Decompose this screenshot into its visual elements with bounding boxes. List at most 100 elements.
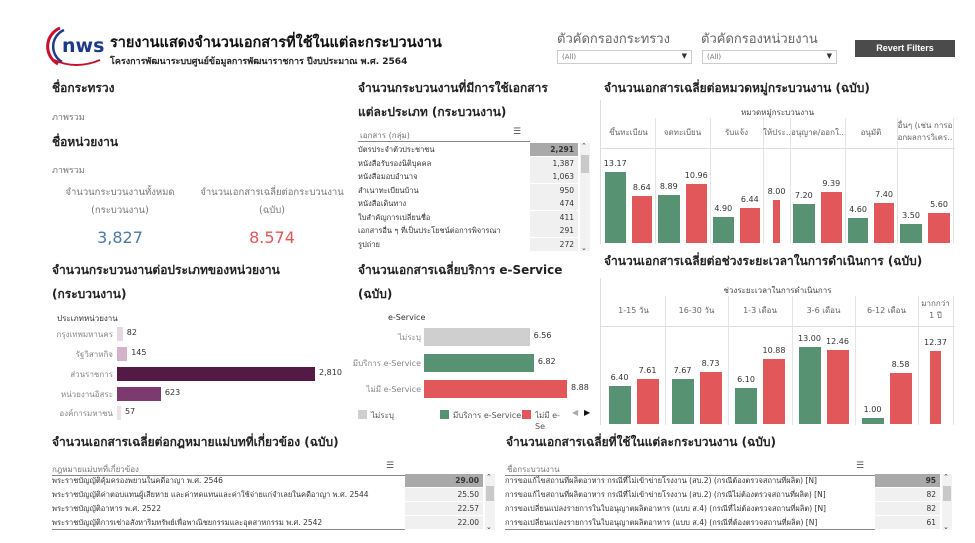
bar [820, 192, 842, 243]
ministry-filter-select[interactable]: (All) ▼ [557, 50, 692, 64]
divider [918, 296, 919, 425]
table-row-label[interactable]: รูปถ่าย [358, 239, 380, 249]
table-row-value: 474 [530, 197, 578, 210]
bar [826, 350, 849, 424]
table-row-label[interactable]: การขอแก้ไขสถานที่ผลิตอาหาร กรณีที่ไม่เข้… [505, 490, 826, 499]
table-row-value: 411 [530, 210, 578, 224]
divider [953, 296, 954, 425]
logo: nws [46, 24, 104, 68]
bar [424, 354, 534, 372]
bar [631, 196, 652, 243]
duration-chart-title: จำนวนเอกสารเฉลี่ยต่อช่วงระยะเวลาในการดำเ… [604, 254, 923, 268]
scrollbar-thumb[interactable] [581, 155, 589, 173]
table-row-label[interactable]: การขอเปลี่ยนแปลงรายการในใบอนุญาตผลิตอาหา… [505, 518, 818, 527]
table-row-label[interactable]: การขอเปลี่ยนแปลงรายการในใบอนุญาตผลิตอาหา… [505, 504, 826, 513]
scroll-down-icon[interactable]: ⌄ [486, 523, 492, 531]
divider [855, 296, 856, 425]
table-row-label[interactable]: การขอแก้ไขสถานที่ผลิตอาหาร กรณีที่ไม่เข้… [505, 476, 817, 485]
kpi-total-processes: จำนวนกระบวนงานทั้งหมด (กระบวนงาน) 3,827 [50, 184, 190, 247]
sort-icon[interactable]: ☰ [856, 461, 865, 471]
category-label: มีบริการ e-Service [352, 359, 421, 368]
bar [763, 359, 785, 424]
bar [735, 387, 757, 424]
agency-type-header: ประเภทหน่วยงาน [57, 314, 118, 323]
scrollbar-thumb[interactable] [486, 486, 494, 501]
legend-prev-icon[interactable]: ◀ [572, 408, 579, 417]
data-label: 7.40 [875, 190, 893, 200]
agency-type-chart-title-line2: (กระบวนงาน) [52, 287, 127, 301]
table-row-label[interactable]: ใบสำคัญการเปลี่ยนชื่อ [358, 212, 431, 222]
scrollbar[interactable]: ⌃ ⌄ [942, 473, 952, 531]
header-divider [505, 475, 875, 476]
bar [608, 386, 631, 424]
category-label-line: อนุมัติ [860, 128, 882, 137]
doc-table-header[interactable]: เอกสาร (กลุ่ม) [360, 131, 410, 140]
table-row-value: 272 [530, 237, 578, 251]
table-row-label[interactable]: หนังสือมอบอำนาจ [358, 172, 418, 181]
kpi-unit: (ฉบับ) [259, 205, 285, 216]
table-row-value: 950 [530, 183, 578, 197]
legend: ไม่ระบุ มีบริการ e-Service ไม่มี e-Se ◀ … [358, 408, 598, 431]
ministry-value: ภาพรวม [52, 113, 85, 123]
table-row-label[interactable]: พระราชบัญญัติอาหาร พ.ศ. 2522 [52, 504, 161, 513]
header-divider [358, 141, 530, 142]
chart-header: หมวดหมู่กระบวนงาน [740, 108, 815, 117]
scrollbar[interactable]: ⌃ ⌄ [485, 473, 495, 531]
data-label: 4.90 [714, 203, 733, 213]
category-label-line: อื่นๆ (เช่น การอ [897, 121, 953, 130]
scroll-down-icon[interactable]: ⌄ [581, 244, 587, 252]
sort-icon[interactable]: ☰ [513, 127, 522, 137]
category-label: 1-3 เดือน [728, 305, 792, 317]
doc-table-title-line2: แต่ละประเภท (กระบวนงาน) [358, 105, 507, 119]
legend-next-icon[interactable]: ▶ [584, 408, 591, 417]
divider [655, 118, 656, 244]
table-row-label[interactable]: พระราชบัญญัติคุ้มครองพยานในคดีอาญา พ.ศ. … [52, 476, 223, 485]
bar [848, 218, 868, 243]
table-row-label[interactable]: พระราชบัญญัติการเช่าอสังหาริมทรัพย์เพื่อ… [52, 518, 323, 527]
data-label: 8.88 [571, 383, 589, 392]
bar [424, 328, 530, 346]
data-label: 8.58 [891, 360, 910, 370]
scrollbar[interactable]: ⌃ ⌄ [580, 142, 590, 252]
bar [117, 406, 122, 420]
table-row-label[interactable]: เอกสารอื่น ๆ ที่เป็นประโยชน์ต่อการพิจารณ… [358, 226, 501, 235]
bar [874, 203, 894, 243]
bar [889, 373, 912, 424]
law-table-header[interactable]: กฎหมายแม่บทที่เกี่ยวข้อง [52, 465, 139, 474]
bar [699, 372, 722, 424]
scroll-up-icon[interactable]: ⌃ [581, 142, 587, 150]
table-row-value: 1,387 [530, 156, 578, 170]
table-row-label[interactable]: พระราชบัญญัติค่าตอบแทนผู้เสียหาย และค่าท… [52, 490, 369, 499]
category-label-line: 1-15 วัน [618, 306, 649, 315]
table-row-label[interactable]: สำเนาทะเบียนบ้าน [358, 185, 419, 195]
category-label-line: 1-3 เดือน [743, 306, 777, 315]
revert-filters-button[interactable]: Revert Filters [855, 40, 955, 57]
header-divider [52, 475, 405, 476]
divider [792, 296, 793, 425]
scroll-down-icon[interactable]: ⌄ [943, 523, 949, 531]
category-label-line: 6-12 เดือน [867, 306, 906, 315]
table-row-label[interactable]: หนังสือรับรองนิติบุคคล [358, 158, 432, 168]
table-row-value: 291 [530, 224, 578, 237]
scroll-up-icon[interactable]: ⌃ [486, 473, 492, 481]
bar [424, 380, 567, 398]
legend-label: ไม่มี e-Se [535, 411, 560, 431]
bar [900, 224, 922, 243]
scrollbar-thumb[interactable] [943, 486, 951, 501]
bar [117, 367, 315, 381]
process-table-header[interactable]: ชื่อกระบวนงาน [507, 465, 560, 474]
table-row-label[interactable]: บัตรประจำตัวประชาชน [358, 145, 435, 154]
data-label: 57 [125, 407, 136, 416]
category-label: จดทะเบียน [655, 127, 710, 139]
table-row-value: 29.00 [405, 474, 483, 487]
sort-icon[interactable]: ☰ [386, 461, 395, 471]
bar [861, 418, 884, 424]
bar [636, 378, 659, 424]
scroll-up-icon[interactable]: ⌃ [943, 473, 949, 481]
table-row-label[interactable]: หนังสือเดินทาง [358, 199, 407, 208]
eservice-chart-title: จำนวนเอกสารเฉลี่ยบริการ e-Service [358, 263, 563, 277]
dropdown-arrow-icon: ▼ [681, 52, 687, 60]
agency-filter-select[interactable]: (All) ▼ [702, 50, 837, 64]
ministry-filter-label: ตัวคัดกรองกระทรวง [557, 32, 670, 47]
data-label: 10.88 [762, 346, 786, 356]
